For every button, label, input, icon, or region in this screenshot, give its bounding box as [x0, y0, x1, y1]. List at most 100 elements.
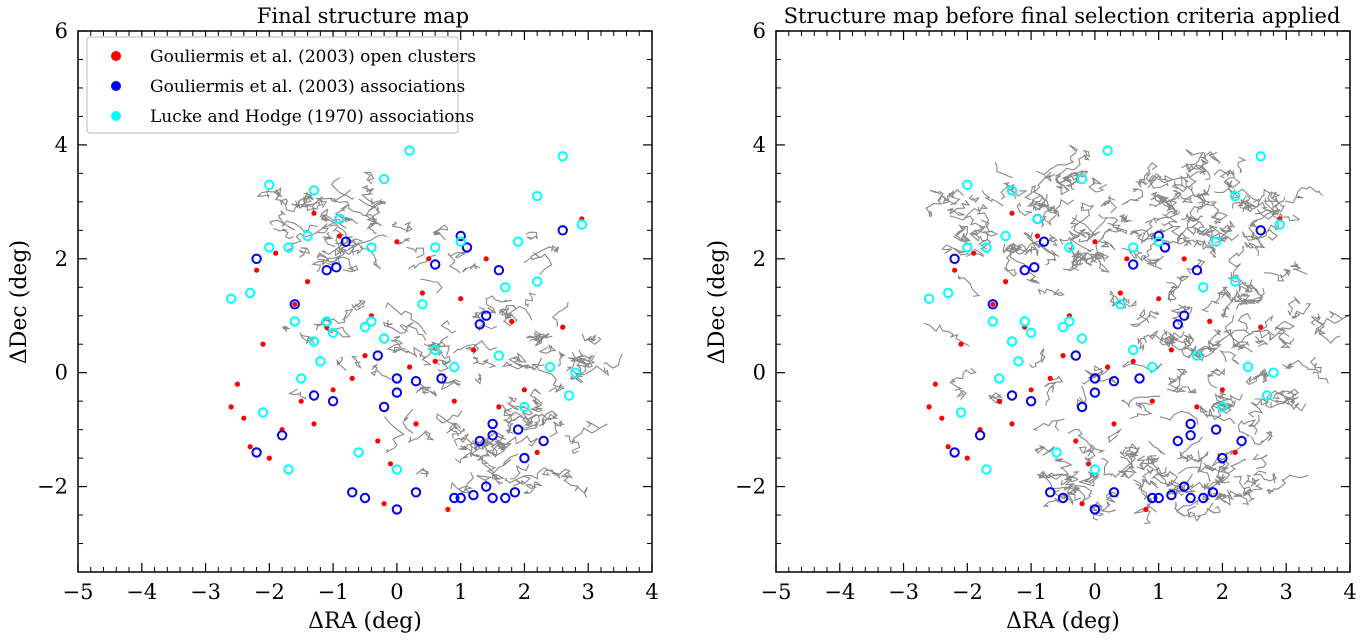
data-point: [298, 398, 304, 404]
data-point: [1057, 492, 1069, 504]
contour-line: [1144, 455, 1167, 476]
contour-line: [1023, 232, 1039, 256]
contour-line: [1184, 165, 1206, 189]
contour-line: [1010, 241, 1060, 258]
data-point: [1089, 373, 1101, 384]
contour-line: [1089, 251, 1099, 264]
contour-line: [1037, 288, 1065, 297]
contour-line: [1095, 229, 1112, 252]
contour-line: [1259, 229, 1278, 241]
data-point: [962, 179, 973, 191]
data-point: [952, 267, 958, 273]
contour-line: [1214, 227, 1228, 244]
data-point: [289, 316, 300, 327]
contour-line: [1266, 474, 1309, 495]
data-point: [487, 430, 498, 441]
contour-line: [1192, 164, 1211, 181]
data-point: [534, 449, 540, 455]
contour-line: [472, 340, 497, 355]
data-point: [283, 242, 294, 253]
data-point: [1032, 213, 1043, 225]
contour-line: [415, 467, 430, 478]
contour-line: [948, 188, 964, 206]
data-point: [1168, 347, 1174, 353]
contour-line: [440, 320, 456, 334]
contour-line: [1224, 292, 1249, 303]
y-tick-label: 0: [753, 361, 766, 385]
contour-line: [278, 210, 296, 231]
data-point: [509, 318, 515, 324]
contour-line: [1268, 327, 1287, 343]
contour-line: [453, 343, 477, 354]
contour-line: [1216, 457, 1247, 474]
contour-line: [1214, 391, 1231, 404]
contour-line: [1002, 243, 1028, 255]
contour-line: [1150, 192, 1183, 204]
contour-line: [1243, 287, 1265, 304]
contour-line: [1248, 414, 1260, 427]
contour-line: [288, 388, 307, 400]
data-point: [430, 242, 441, 253]
data-point: [430, 344, 441, 356]
contour-line: [969, 219, 999, 237]
contour-line: [1227, 187, 1260, 206]
contour-line: [1067, 428, 1092, 447]
panel-structure-map-before-selection: Structure map before final selection cri…: [705, 4, 1357, 634]
data-point: [1064, 316, 1075, 327]
contour-line: [1118, 213, 1132, 224]
data-point: [1076, 333, 1088, 344]
data-point: [1143, 506, 1149, 512]
contour-line: [431, 335, 450, 357]
contour-line: [523, 251, 553, 276]
contour-line: [382, 319, 409, 334]
data-point: [378, 401, 390, 413]
contour-line: [1055, 167, 1075, 196]
x-tick-label: 4: [1343, 580, 1356, 604]
contour-line: [406, 246, 425, 259]
data-point: [519, 452, 530, 464]
data-point: [1207, 487, 1219, 498]
contour-line: [418, 382, 432, 394]
contour-line: [1077, 472, 1096, 487]
contour-line: [976, 212, 993, 250]
contour-line: [385, 301, 427, 335]
contour-line: [929, 189, 944, 199]
data-point: [327, 396, 339, 407]
data-point: [349, 375, 355, 381]
contour-line: [968, 194, 981, 203]
x-tick-label: −1: [318, 580, 349, 604]
contour-line: [1250, 208, 1278, 228]
panel-title: Final structure map: [257, 4, 469, 28]
x-tick-label: −5: [63, 580, 94, 604]
contour-line: [1252, 188, 1273, 204]
data-point: [1076, 401, 1088, 413]
contour-line: [1233, 475, 1253, 496]
contour-line: [363, 171, 375, 185]
contour-line: [581, 333, 602, 345]
data-point: [1147, 361, 1158, 373]
contour-line: [1207, 367, 1226, 389]
contour-line: [461, 262, 481, 273]
contour-line: [1054, 173, 1067, 187]
contour-line: [538, 410, 559, 427]
contour-line: [1226, 489, 1242, 501]
data-point: [1128, 242, 1139, 253]
data-point: [1255, 151, 1266, 162]
x-tick-label: 3: [1280, 580, 1293, 604]
contour-line: [963, 215, 986, 242]
legend-marker-g-associations: [111, 81, 121, 91]
contour-line: [564, 435, 581, 455]
data-point: [410, 487, 422, 498]
data-point: [500, 492, 511, 504]
data-point: [496, 404, 502, 410]
data-point: [1185, 430, 1196, 441]
contour-line: [534, 331, 550, 342]
contour-line: [1067, 487, 1091, 502]
contour-line: [1043, 171, 1056, 182]
data-point: [273, 250, 279, 256]
data-point: [1172, 319, 1184, 330]
data-point: [487, 418, 498, 430]
contour-line: [1237, 419, 1258, 437]
contour-line: [925, 195, 943, 218]
data-point: [1166, 489, 1177, 501]
